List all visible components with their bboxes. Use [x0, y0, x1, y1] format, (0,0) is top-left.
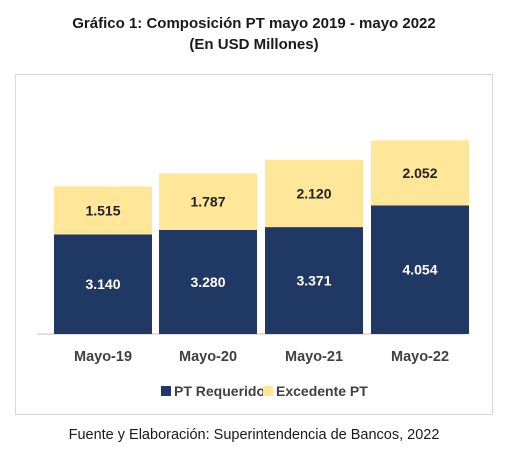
- bar-pt-requerido-3: [265, 227, 363, 334]
- bar-excedente-pt-3: [265, 159, 363, 228]
- data-label-pt-requerido-4: 4.054: [402, 262, 437, 278]
- chart-frame: [15, 74, 493, 415]
- data-label-excedente-pt-4: 2.052: [402, 165, 437, 181]
- legend-label-pt-requerido: PT Requerido: [174, 383, 265, 399]
- legend-label-excedente-pt: Excedente PT: [276, 383, 368, 399]
- x-tick-label-4: Mayo-22: [391, 349, 449, 365]
- legend-swatch-excedente-pt: [263, 386, 273, 396]
- data-label-excedente-pt-3: 2.120: [296, 185, 331, 201]
- x-tick-label-3: Mayo-21: [285, 349, 343, 365]
- data-label-excedente-pt-1: 1.515: [85, 202, 120, 218]
- data-label-pt-requerido-3: 3.371: [296, 273, 331, 289]
- chart-subtitle: (En USD Millones): [189, 36, 319, 53]
- data-label-excedente-pt-2: 1.787: [190, 194, 225, 210]
- legend-swatch-pt-requerido: [161, 386, 171, 396]
- x-tick-label-2: Mayo-20: [179, 349, 237, 365]
- chart-title: Gráfico 1: Composición PT mayo 2019 - ma…: [72, 15, 436, 32]
- bar-pt-requerido-4: [371, 205, 469, 334]
- data-label-pt-requerido-2: 3.280: [190, 274, 225, 290]
- bar-excedente-pt-1: [54, 186, 152, 235]
- bar-pt-requerido-2: [159, 229, 257, 334]
- bar-pt-requerido-1: [54, 234, 152, 334]
- data-label-pt-requerido-1: 3.140: [85, 276, 120, 292]
- x-tick-label-1: Mayo-19: [74, 349, 132, 365]
- source-note: Fuente y Elaboración: Superintendencia d…: [68, 427, 440, 443]
- bar-excedente-pt-4: [371, 140, 469, 206]
- bar-excedente-pt-2: [159, 173, 257, 230]
